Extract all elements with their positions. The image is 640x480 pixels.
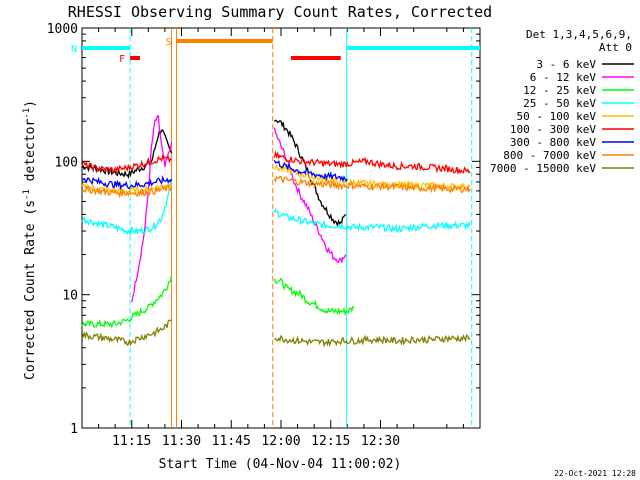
chart-title: RHESSI Observing Summary Count Rates, Co… <box>68 3 492 21</box>
timestamp: 22-Oct-2021 12:28 <box>554 469 636 478</box>
legend-label-2: 12 - 25 keV <box>523 84 596 97</box>
flag-label: N <box>71 44 77 55</box>
series-line-3 <box>273 207 471 233</box>
flag-label: S <box>166 37 172 48</box>
series-line-5 <box>81 153 173 175</box>
x-tick-label: 12:15 <box>311 434 350 449</box>
legend-header-line2: Att 0 <box>599 41 632 54</box>
series-line-0 <box>273 119 347 228</box>
x-tick-label: 12:30 <box>361 434 400 449</box>
x-tick-label: 11:30 <box>162 434 201 449</box>
series-line-8 <box>274 334 471 348</box>
y-axis-label-sup1: -1 <box>22 189 32 200</box>
y-axis-label-main: Corrected Count Rate (s <box>23 200 38 380</box>
legend-label-7: 800 - 7000 keV <box>503 149 596 162</box>
legend-label-6: 300 - 800 keV <box>510 136 596 149</box>
legend-label-1: 6 - 12 keV <box>530 71 597 84</box>
y-axis-label-sup2: -1 <box>22 108 32 119</box>
series-line-2 <box>273 277 355 317</box>
x-tick-label: 11:45 <box>212 434 251 449</box>
series-line-3 <box>81 177 173 237</box>
series-line-6 <box>273 159 348 183</box>
series-line-7 <box>81 184 173 199</box>
x-axis-label: Start Time (04-Nov-04 11:00:02) <box>159 457 402 472</box>
legend-label-8: 7000 - 15000 keV <box>490 162 596 175</box>
legend-header-line1: Det 1,3,4,5,6,9, <box>526 28 632 41</box>
y-tick-label: 100 <box>55 155 78 170</box>
series-line-2 <box>81 275 173 329</box>
legend-label-4: 50 - 100 keV <box>517 110 597 123</box>
y-axis-label-mid: detector <box>23 119 38 190</box>
flag-label: F <box>119 54 125 65</box>
series-line-1 <box>131 114 173 303</box>
series-line-8 <box>81 319 173 347</box>
y-axis-label: Corrected Count Rate (s-1 detector-1) <box>22 100 38 380</box>
legend-label-0: 3 - 6 keV <box>536 58 596 71</box>
y-axis-label-end: ) <box>23 100 38 108</box>
y-tick-label: 1 <box>70 422 78 437</box>
series-line-1 <box>273 127 347 263</box>
x-tick-label: 12:00 <box>261 434 300 449</box>
legend-label-3: 25 - 50 keV <box>523 97 596 110</box>
series-line-5 <box>273 150 471 175</box>
series-line-6 <box>81 175 173 191</box>
y-tick-label: 1000 <box>47 22 78 37</box>
series-line-7 <box>273 175 471 194</box>
plot-area: 1 10 100 1000 11:15 11:30 11:45 12:00 12:15 12:30… <box>47 22 481 449</box>
x-tick-label: 11:15 <box>112 434 151 449</box>
y-tick-label: 10 <box>62 289 78 304</box>
legend-label-5: 100 - 300 keV <box>510 123 596 136</box>
